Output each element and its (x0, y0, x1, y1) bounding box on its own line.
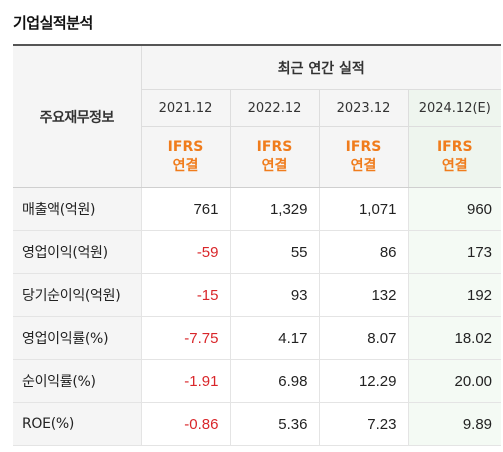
header-year-2021: 2021.12 (140, 89, 230, 127)
ifrs-label: IFRS (256, 139, 293, 155)
cell-value: 4.17 (229, 316, 319, 360)
cell-value: 86 (318, 230, 408, 274)
table-row-roe: ROE(%) -0.86 5.36 7.23 9.89 (13, 402, 502, 446)
section-title: 기업실적분석 (13, 14, 93, 32)
ifrs-label: IFRS (167, 139, 204, 155)
cell-value: 8.07 (318, 316, 408, 360)
consolidated-label: 연결 (172, 158, 199, 174)
row-label: 매출액(억원) (13, 187, 141, 231)
consolidated-label: 연결 (441, 158, 468, 174)
cell-value: 5.36 (229, 402, 319, 446)
table-row-net-margin: 순이익률(%) -1.91 6.98 12.29 20.00 (13, 359, 502, 403)
financial-summary-table: 주요재무정보 최근 연간 실적 2021.12 2022.12 2023.12 … (13, 44, 502, 446)
cell-value-estimate: 9.89 (407, 402, 502, 446)
cell-value-estimate: 960 (407, 187, 502, 231)
row-label: 영업이익(억원) (13, 230, 141, 274)
header-year-2024-estimate: 2024.12(E) (407, 89, 502, 127)
cell-value: 1,329 (229, 187, 319, 231)
cell-value: 761 (140, 187, 230, 231)
cell-value: 132 (318, 273, 408, 317)
cell-value: -0.86 (140, 402, 230, 446)
cell-value: 93 (229, 273, 319, 317)
cell-value: -15 (140, 273, 230, 317)
table-row-operating-profit: 영업이익(억원) -59 55 86 173 (13, 230, 502, 274)
cell-value: 6.98 (229, 359, 319, 403)
cell-value: -59 (140, 230, 230, 274)
cell-value-estimate: 20.00 (407, 359, 502, 403)
row-label: 영업이익률(%) (13, 316, 141, 360)
cell-value: -7.75 (140, 316, 230, 360)
header-ifrs-2023: IFRS 연결 (318, 126, 408, 188)
header-ifrs-2024: IFRS 연결 (407, 126, 502, 188)
cell-value: 7.23 (318, 402, 408, 446)
cell-value: -1.91 (140, 359, 230, 403)
cell-value: 1,071 (318, 187, 408, 231)
table-row-operating-margin: 영업이익률(%) -7.75 4.17 8.07 18.02 (13, 316, 502, 360)
header-ifrs-2021: IFRS 연결 (140, 126, 230, 188)
row-label: ROE(%) (13, 402, 141, 446)
ifrs-label: IFRS (345, 139, 382, 155)
cell-value-estimate: 173 (407, 230, 502, 274)
consolidated-label: 연결 (350, 158, 377, 174)
row-label: 당기순이익(억원) (13, 273, 141, 317)
header-year-2023: 2023.12 (318, 89, 408, 127)
cell-value-estimate: 192 (407, 273, 502, 317)
cell-value: 12.29 (318, 359, 408, 403)
header-main-financial-info: 주요재무정보 (13, 45, 141, 188)
ifrs-label: IFRS (436, 139, 473, 155)
consolidated-label: 연결 (261, 158, 288, 174)
table-row-revenue: 매출액(억원) 761 1,329 1,071 960 (13, 187, 502, 231)
cell-value-estimate: 18.02 (407, 316, 502, 360)
row-label: 순이익률(%) (13, 359, 141, 403)
header-recent-annual-results: 최근 연간 실적 (140, 45, 502, 90)
cell-value: 55 (229, 230, 319, 274)
header-ifrs-2022: IFRS 연결 (229, 126, 319, 188)
table-row-net-income: 당기순이익(억원) -15 93 132 192 (13, 273, 502, 317)
header-year-2022: 2022.12 (229, 89, 319, 127)
